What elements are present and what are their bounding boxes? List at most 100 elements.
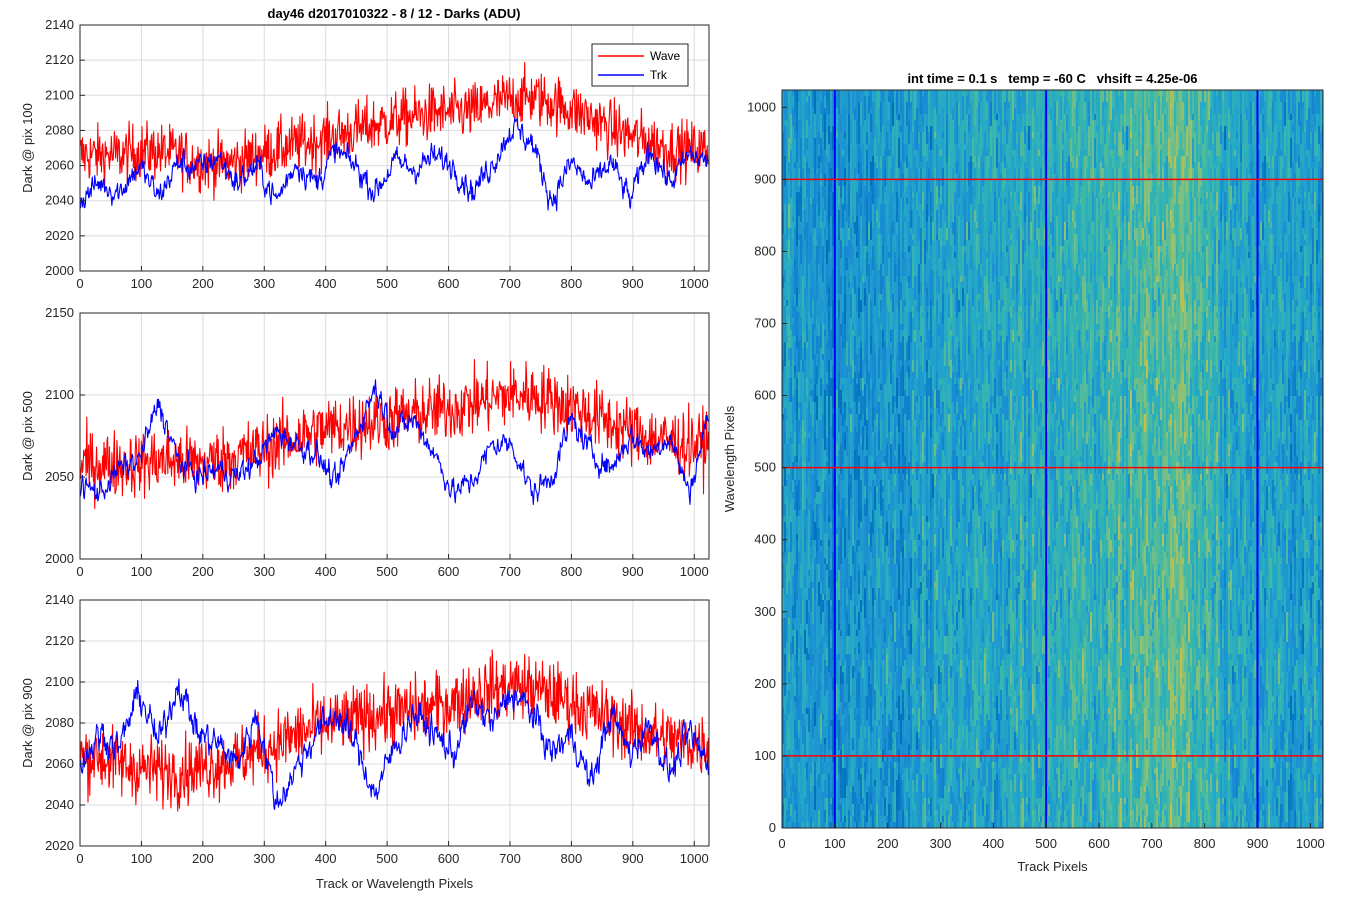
heatmap-cell [998,162,1001,169]
heatmap-cell [872,486,875,511]
heatmap-cell [942,210,945,235]
heatmap-cell [802,150,805,157]
heatmap-cell [898,360,901,379]
heatmap-cell [846,756,849,787]
heatmap-cell [824,498,827,523]
heatmap-cell [790,330,793,349]
heatmap-cell [882,654,885,661]
heatmap-cell [978,450,981,481]
heatmap-cell [808,222,811,253]
heatmap-cell [872,606,875,631]
heatmap-cell [996,594,999,601]
heatmap-cell [894,774,897,793]
heatmap-cell [940,402,943,415]
heatmap-cell [994,762,997,781]
heatmap-cell [866,222,869,247]
heatmap-cell [922,792,925,799]
heatmap-cell [812,390,815,403]
heatmap-cell [886,480,889,511]
heatmap-cell [802,816,805,823]
heatmap-cell [950,546,953,565]
heatmap-cell [940,90,943,103]
heatmap-cell [846,636,849,655]
heatmap-cell [804,462,807,469]
heatmap-cell [962,636,965,661]
heatmap-cell [842,672,845,685]
heatmap-cell [844,348,847,379]
heatmap-cell [984,726,987,757]
heatmap-cell [790,684,793,703]
heatmap-cell [954,600,957,607]
heatmap-cell [1006,222,1009,247]
heatmap-cell [896,588,899,613]
heatmap-cell [914,348,917,379]
heatmap-cell [814,246,817,259]
heatmap-cell [808,174,811,205]
heatmap-cell [872,480,875,487]
heatmap-cell [912,594,915,601]
heatmap-cell [824,672,827,697]
heatmap-cell [924,438,927,457]
series-line-trk-panel-2 [79,379,709,506]
heatmap-cell [888,516,891,541]
heatmap-cell [960,606,963,631]
heatmap-cell [988,384,991,409]
heatmap-cell [930,270,933,301]
heatmap-cell [914,240,917,271]
heatmap-cell [794,294,797,307]
heatmap-cell [968,732,971,751]
heatmap-cell [986,684,989,715]
heatmap-cell [828,750,831,769]
heatmap-cell [870,258,873,277]
heatmap-cell [970,756,973,787]
heatmap-cell [982,738,985,757]
heatmap-cell [888,558,891,565]
ylabel-pix-100: Dark @ pix 100 [20,103,35,193]
heatmap-cell [860,102,863,127]
heatmap-cell [1006,552,1009,571]
heatmap-cell [806,120,809,139]
heatmap-cell [884,408,887,433]
heatmap-cell [850,408,853,415]
heatmap-cell [878,222,881,229]
heatmap-cell [964,102,967,133]
heatmap-cell [860,174,863,199]
heatmap-cell [980,444,983,463]
heatmap-cell [932,816,935,828]
heatmap-cell [824,390,827,421]
heatmap-cell [894,600,897,613]
heatmap-cell [876,606,879,613]
heatmap-cell [946,90,949,115]
heatmap-cell [958,726,961,757]
heatmap-cell [788,102,791,121]
heatmap-cell [824,618,827,643]
heatmap-cell [828,576,831,589]
heatmap-cell [804,804,807,828]
heatmap-cell [1008,210,1011,229]
heatmap-cell [948,786,951,793]
heatmap-cell [800,222,803,235]
heatmap-cell [1006,744,1009,757]
heatmap-cell [846,510,849,517]
heatmap-cell [898,684,901,697]
heatmap-cell [842,432,845,463]
heatmap-cell [952,648,955,655]
heatmap-cell [1006,366,1009,379]
heatmap-cell [920,90,923,115]
heatmap-cell [914,804,917,811]
heatmap-cell [882,714,885,727]
heatmap-cell [806,660,809,685]
heatmap-cell [818,336,821,367]
heatmap-cell [980,618,983,649]
heatmap-cell [992,234,995,253]
heatmap-cell [870,186,873,211]
heatmap-cell [956,672,959,703]
heatmap-cell [860,216,863,247]
heatmap-cell [866,666,869,691]
heatmap-cell [854,672,857,679]
heatmap-cell [906,516,909,541]
heatmap-cell [794,306,797,337]
heatmap-cell [944,558,947,589]
heatmap-cell [980,126,983,157]
heatmap-cell [892,468,895,493]
